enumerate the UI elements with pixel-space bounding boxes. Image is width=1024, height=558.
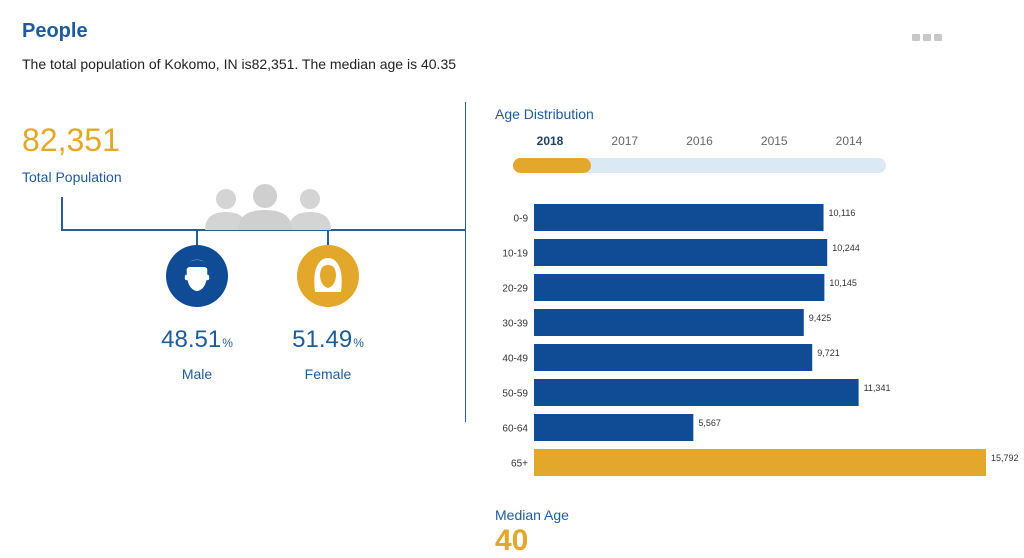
bar-value-label: 11,341 [864,383,891,393]
female-label: Female [304,366,352,382]
tab-year-2017[interactable]: 2017 [611,134,639,148]
bar-category-label: 10-19 [502,249,528,260]
bar-category-label: 65+ [511,459,528,470]
age-bar[interactable] [534,274,825,301]
connector-line-male [196,229,198,245]
total-population-label: Total Population [22,169,122,185]
bar-value-label: 10,244 [832,243,860,253]
median-age-label: Median Age [495,507,569,523]
bar-value-label: 9,425 [809,313,832,323]
bar-category-label: 30-39 [502,319,528,330]
age-bar[interactable] [534,309,804,336]
more-options-icon[interactable] [912,34,942,41]
bar-category-label: 60-64 [502,424,528,435]
bar-value-label: 10,145 [829,278,857,288]
connector-line-female [327,229,329,245]
year-slider-handle[interactable] [513,158,591,173]
tab-year-2018[interactable]: 2018 [536,134,564,148]
male-label: Male [181,366,213,382]
male-icon [166,245,228,307]
bar-value-label: 15,792 [991,453,1019,463]
tab-year-2015[interactable]: 2015 [760,134,788,148]
bar-value-label: 10,116 [829,208,856,218]
age-bar[interactable] [534,239,828,266]
bar-value-label: 9,721 [817,348,840,358]
page-title: People [22,20,88,42]
connector-line-left [61,197,63,230]
year-tabs: 2018 2017 2016 2015 2014 [513,134,886,148]
age-bar[interactable] [534,344,813,371]
population-summary: The total population of Kokomo, IN is82,… [22,56,457,72]
total-population-value: 82,351 [22,122,120,158]
age-bar[interactable] [534,449,986,476]
female-percentage: 51.49% [292,326,364,353]
age-distribution-chart: 0-9 10,116 10-19 10,244 20-29 10,145 30-39 9,42… [502,204,1019,476]
people-group-icon [205,184,331,230]
tab-year-2014[interactable]: 2014 [835,134,863,148]
tab-year-2016[interactable]: 2016 [686,134,713,148]
year-slider[interactable] [513,158,886,173]
age-bar[interactable] [534,414,694,441]
bar-category-label: 20-29 [502,284,528,295]
section-divider [465,102,466,422]
age-distribution-title: Age Distribution [495,106,594,122]
female-icon [297,245,359,307]
male-percentage: 48.51% [161,326,233,353]
connector-line-horizontal [61,229,466,231]
bar-value-label: 5,567 [698,418,721,428]
age-bar[interactable] [534,204,824,231]
bar-category-label: 40-49 [502,354,528,365]
median-age-value: 40 [495,524,529,557]
bar-category-label: 0-9 [514,214,529,225]
age-bar[interactable] [534,379,859,406]
bar-category-label: 50-59 [502,389,528,400]
